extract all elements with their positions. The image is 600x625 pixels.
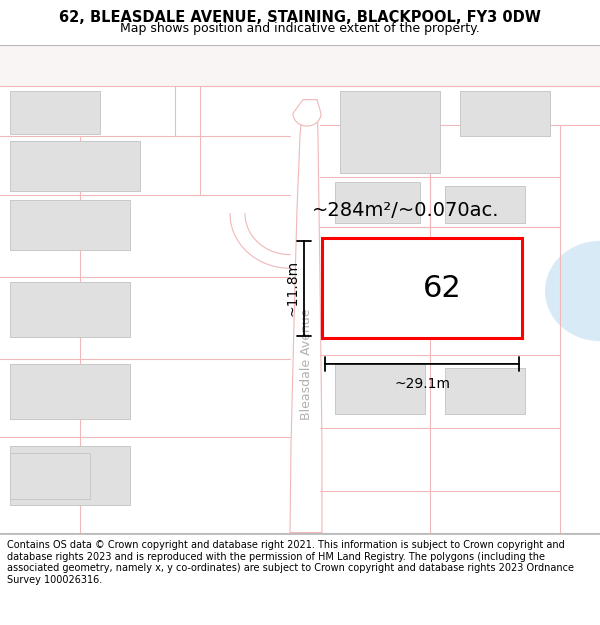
Bar	[10, 91, 100, 134]
Bar	[445, 186, 525, 222]
Text: Bleasdale Avenue: Bleasdale Avenue	[301, 308, 314, 419]
Polygon shape	[293, 99, 321, 126]
Bar	[10, 200, 130, 250]
Bar	[330, 246, 410, 318]
Bar	[10, 453, 90, 499]
Bar	[460, 91, 550, 136]
Bar	[335, 364, 425, 414]
Bar	[10, 364, 130, 419]
Text: ~284m²/~0.070ac.: ~284m²/~0.070ac.	[312, 201, 499, 221]
Bar	[340, 91, 440, 172]
Polygon shape	[0, 45, 600, 86]
Bar	[445, 369, 525, 414]
Text: 62: 62	[422, 274, 461, 302]
Circle shape	[545, 241, 600, 341]
Text: ~29.1m: ~29.1m	[394, 377, 450, 391]
Bar	[10, 282, 130, 337]
Text: 62, BLEASDALE AVENUE, STAINING, BLACKPOOL, FY3 0DW: 62, BLEASDALE AVENUE, STAINING, BLACKPOO…	[59, 10, 541, 25]
Bar	[10, 141, 140, 191]
Bar	[335, 182, 420, 222]
Text: Map shows position and indicative extent of the property.: Map shows position and indicative extent…	[120, 22, 480, 35]
Bar	[10, 446, 130, 505]
Text: ~11.8m: ~11.8m	[286, 260, 300, 316]
Polygon shape	[290, 99, 322, 532]
Text: Contains OS data © Crown copyright and database right 2021. This information is : Contains OS data © Crown copyright and d…	[7, 540, 574, 585]
Bar	[322, 238, 522, 338]
